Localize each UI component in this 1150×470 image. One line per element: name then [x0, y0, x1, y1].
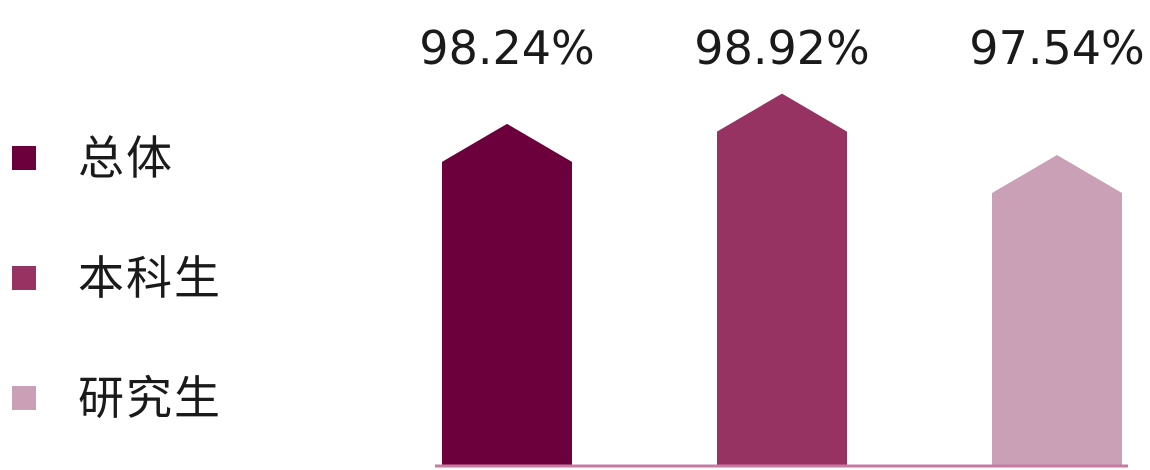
legend-item-graduate: 研究生	[12, 368, 222, 428]
legend-swatch-graduate	[12, 386, 36, 410]
value-label-graduate: 97.54%	[969, 21, 1144, 75]
chart-legend: 总体 本科生 研究生	[12, 0, 312, 470]
value-labels-group: 98.24% 98.92% 97.54%	[419, 21, 1144, 75]
value-label-undergraduate: 98.92%	[694, 21, 869, 75]
bars-group	[442, 93, 1122, 466]
legend-item-undergraduate: 本科生	[12, 248, 222, 308]
bar-overall	[442, 123, 572, 466]
bar-undergraduate	[717, 93, 847, 466]
legend-label-graduate: 研究生	[78, 371, 222, 425]
legend-swatch-undergraduate	[12, 266, 36, 290]
legend-label-undergraduate: 本科生	[78, 251, 222, 305]
legend-label-overall: 总体	[78, 131, 174, 185]
legend-swatch-overall	[12, 146, 36, 170]
value-label-overall: 98.24%	[419, 21, 594, 75]
legend-item-overall: 总体	[12, 128, 174, 188]
bar-graduate	[992, 155, 1122, 466]
